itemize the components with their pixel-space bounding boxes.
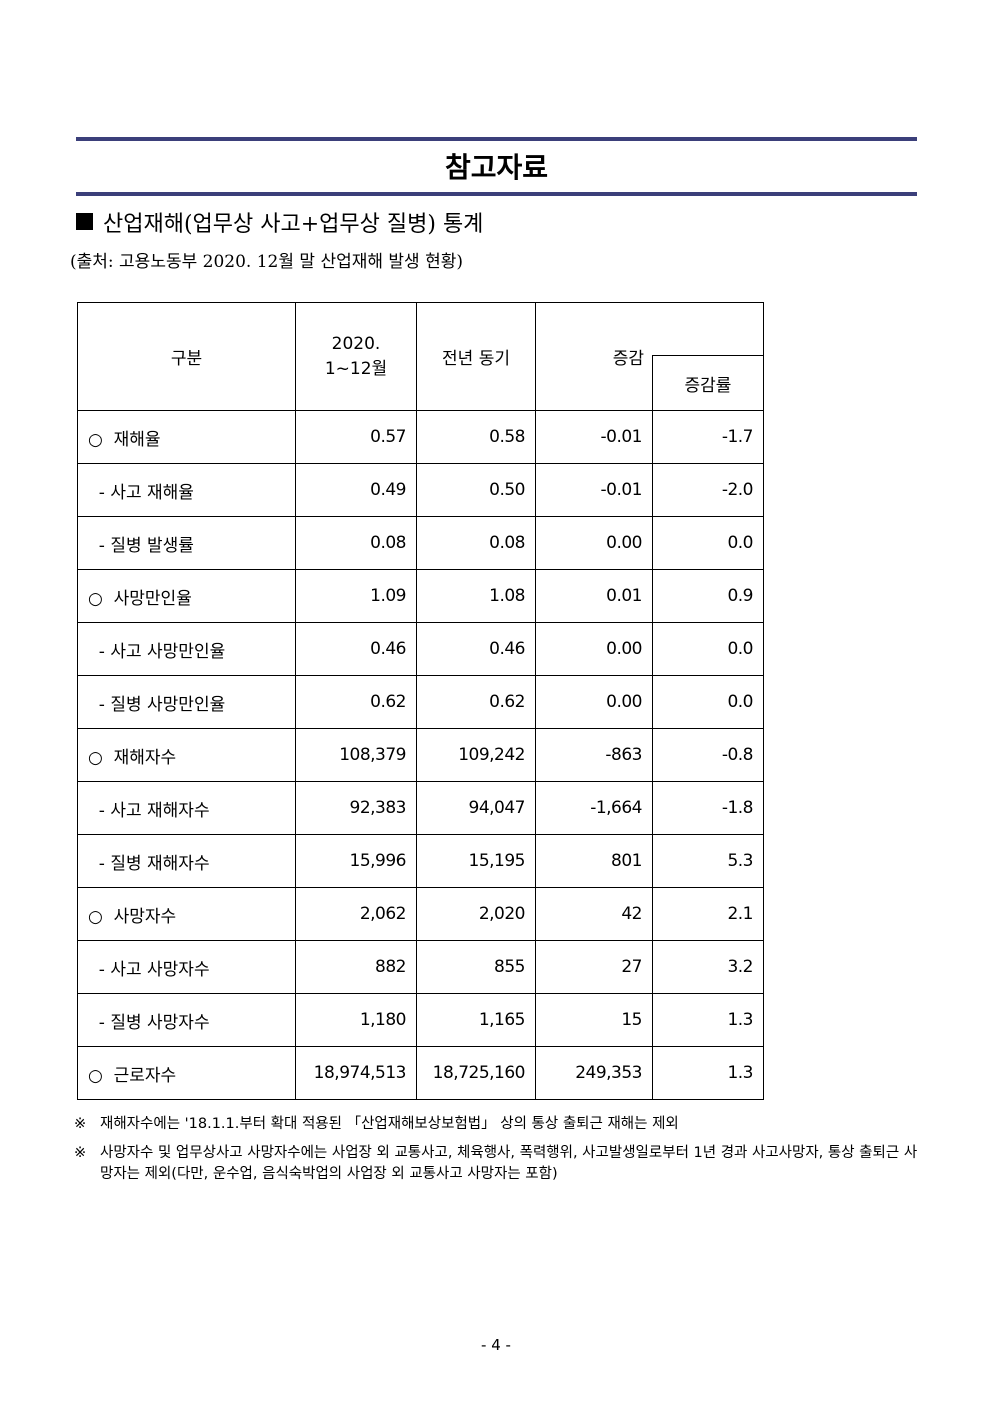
previous-value: 1,165 <box>416 993 536 1047</box>
change-rate-value: 1.3 <box>652 1046 764 1100</box>
change-rate-value: 3.2 <box>652 940 764 994</box>
change-rate-value: 5.3 <box>652 834 764 888</box>
table-row: ○ 재해율 0.57 0.58 -0.01 -1.7 <box>77 410 764 464</box>
change-rate-value: 0.0 <box>652 675 764 729</box>
previous-value: 0.46 <box>416 622 536 676</box>
header-category: 구분 <box>77 302 296 411</box>
current-value: 0.46 <box>295 622 417 676</box>
table-row: ○ 사망만인율 1.09 1.08 0.01 0.9 <box>77 569 764 623</box>
previous-value: 2,020 <box>416 887 536 941</box>
change-value: 42 <box>535 887 653 941</box>
row-label: - 질병 재해자수 <box>77 834 296 888</box>
source-note: (출처: 고용노동부 2020. 12월 말 산업재해 발생 현황) <box>70 252 463 272</box>
table-row: - 사고 재해율 0.49 0.50 -0.01 -2.0 <box>77 463 764 517</box>
row-label: - 사고 사망자수 <box>77 940 296 994</box>
row-label: - 사고 재해자수 <box>77 781 296 835</box>
change-rate-value: 0.9 <box>652 569 764 623</box>
change-value: 0.01 <box>535 569 653 623</box>
previous-value: 109,242 <box>416 728 536 782</box>
current-value: 92,383 <box>295 781 417 835</box>
footnote: ※ 재해자수에는 '18.1.1.부터 확대 적용된 「산업재해보상보험법」 상의… <box>74 1116 679 1132</box>
table-row: - 사고 사망만인율 0.46 0.46 0.00 0.0 <box>77 622 764 676</box>
statistics-table: 구분 2020. 1~12월 전년 동기 증감 증감률 ○ 재해율 0.57 0.58… <box>77 302 764 1100</box>
change-rate-value: 2.1 <box>652 887 764 941</box>
row-label: ○ 사망만인율 <box>77 569 296 623</box>
section-title: 산업재해(업무상 사고+업무상 질병) 통계 <box>103 212 484 237</box>
row-label: - 질병 사망자수 <box>77 993 296 1047</box>
table-row: ○ 근로자수 18,974,513 18,725,160 249,353 1.3 <box>77 1046 764 1100</box>
change-rate-value: 0.0 <box>652 516 764 570</box>
current-value: 0.57 <box>295 410 417 464</box>
change-rate-value: 1.3 <box>652 993 764 1047</box>
previous-value: 855 <box>416 940 536 994</box>
previous-value: 18,725,160 <box>416 1046 536 1100</box>
change-rate-value: -1.7 <box>652 410 764 464</box>
row-label: ○ 재해율 <box>77 410 296 464</box>
row-label: ○ 사망자수 <box>77 887 296 941</box>
current-value: 0.62 <box>295 675 417 729</box>
change-rate-value: -2.0 <box>652 463 764 517</box>
page-number: - 4 - <box>481 1336 511 1354</box>
current-value: 18,974,513 <box>295 1046 417 1100</box>
footnote: ※ 사망자수 및 업무상사고 사망자수에는 사업장 외 교통사고, 체육행사, 폭… <box>74 1145 918 1182</box>
bottom-rule <box>76 192 917 196</box>
change-rate-value: -1.8 <box>652 781 764 835</box>
row-label: - 사고 재해율 <box>77 463 296 517</box>
row-label: - 사고 사망만인율 <box>77 622 296 676</box>
change-value: 0.00 <box>535 622 653 676</box>
current-value: 15,996 <box>295 834 417 888</box>
row-label: - 질병 발생률 <box>77 516 296 570</box>
previous-value: 0.62 <box>416 675 536 729</box>
table-row: - 질병 발생률 0.08 0.08 0.00 0.0 <box>77 516 764 570</box>
header-previous: 전년 동기 <box>416 302 536 411</box>
previous-value: 0.50 <box>416 463 536 517</box>
previous-value: 0.58 <box>416 410 536 464</box>
current-value: 0.49 <box>295 463 417 517</box>
current-value: 1,180 <box>295 993 417 1047</box>
table-row: - 사고 재해자수 92,383 94,047 -1,664 -1.8 <box>77 781 764 835</box>
change-value: 249,353 <box>535 1046 653 1100</box>
previous-value: 15,195 <box>416 834 536 888</box>
row-label: - 질병 사망만인율 <box>77 675 296 729</box>
change-value: 0.00 <box>535 675 653 729</box>
change-rate-value: 0.0 <box>652 622 764 676</box>
top-rule <box>76 137 917 141</box>
header-change: 증감 <box>535 302 653 411</box>
change-value: 0.00 <box>535 516 653 570</box>
table-row: - 질병 사망자수 1,180 1,165 15 1.3 <box>77 993 764 1047</box>
table-row: - 사고 사망자수 882 855 27 3.2 <box>77 940 764 994</box>
table-row: - 질병 사망만인율 0.62 0.62 0.00 0.0 <box>77 675 764 729</box>
previous-value: 1.08 <box>416 569 536 623</box>
previous-value: 0.08 <box>416 516 536 570</box>
current-value: 1.09 <box>295 569 417 623</box>
table-row: - 질병 재해자수 15,996 15,195 801 5.3 <box>77 834 764 888</box>
current-value: 2,062 <box>295 887 417 941</box>
row-label: ○ 근로자수 <box>77 1046 296 1100</box>
row-label: ○ 재해자수 <box>77 728 296 782</box>
page-title: 참고자료 <box>444 151 549 184</box>
footnotes: ※ 재해자수에는 '18.1.1.부터 확대 적용된 「산업재해보상보험법」 상의… <box>74 1114 924 1193</box>
current-value: 0.08 <box>295 516 417 570</box>
current-value: 108,379 <box>295 728 417 782</box>
previous-value: 94,047 <box>416 781 536 835</box>
current-value: 882 <box>295 940 417 994</box>
square-bullet-icon <box>76 213 93 230</box>
change-value: 801 <box>535 834 653 888</box>
change-value: 15 <box>535 993 653 1047</box>
change-value: -0.01 <box>535 410 653 464</box>
header-change-rate: 증감률 <box>652 355 764 411</box>
table-row: ○ 사망자수 2,062 2,020 42 2.1 <box>77 887 764 941</box>
section-heading: 산업재해(업무상 사고+업무상 질병) 통계 <box>76 206 483 238</box>
change-value: -1,664 <box>535 781 653 835</box>
header-spacer <box>652 302 764 356</box>
change-value: -863 <box>535 728 653 782</box>
header-current: 2020. 1~12월 <box>295 302 417 411</box>
change-value: -0.01 <box>535 463 653 517</box>
change-value: 27 <box>535 940 653 994</box>
table-row: ○ 재해자수 108,379 109,242 -863 -0.8 <box>77 728 764 782</box>
change-rate-value: -0.8 <box>652 728 764 782</box>
